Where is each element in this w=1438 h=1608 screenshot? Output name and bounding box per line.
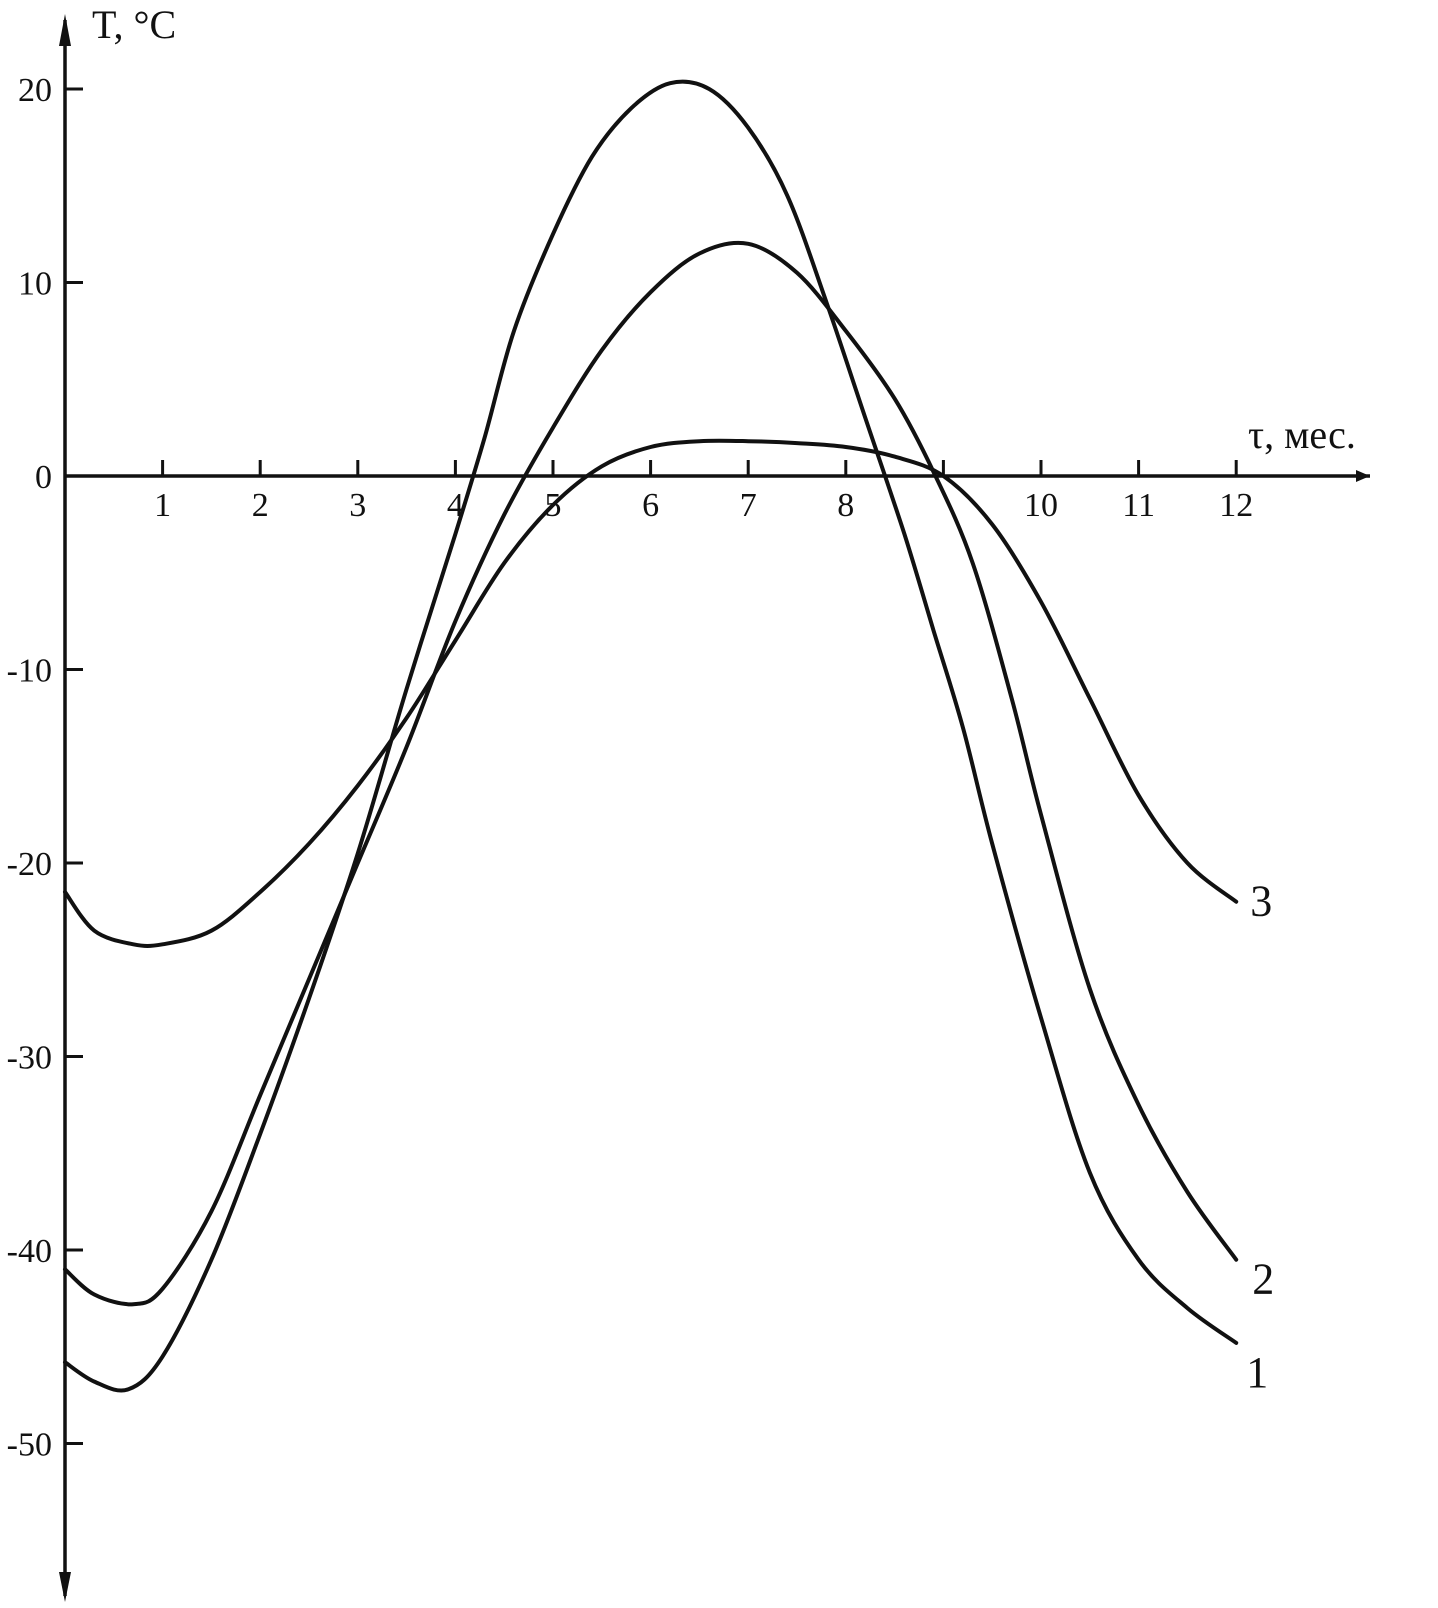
y-axis-arrow-down <box>59 1572 71 1602</box>
series-2-line <box>63 240 1239 1307</box>
y-tick-label: -20 <box>7 846 52 883</box>
x-tick-label: 7 <box>740 487 757 524</box>
y-tick-label: 10 <box>18 266 52 303</box>
y-tick-label: 0 <box>35 459 52 496</box>
axes <box>59 14 1370 1602</box>
x-tick-label: 10 <box>1024 487 1058 524</box>
y-tick-label: 20 <box>18 72 52 109</box>
labels: T, °C τ, мес. 123 <box>92 2 1356 1397</box>
x-tick-label: 12 <box>1219 487 1253 524</box>
x-tick-label: 3 <box>349 487 366 524</box>
x-axis-title: τ, мес. <box>1248 412 1356 457</box>
x-tick-label: 8 <box>837 487 854 524</box>
series-1-line <box>63 79 1239 1393</box>
y-axis-arrow-up <box>59 14 71 46</box>
x-tick-label: 1 <box>154 487 171 524</box>
y-axis-title: T, °C <box>92 2 176 47</box>
y-tick-label: -30 <box>7 1040 52 1077</box>
x-tick-label: 2 <box>252 487 269 524</box>
series-3-label: 3 <box>1250 877 1272 926</box>
series-1-label: 1 <box>1246 1348 1268 1397</box>
x-tick-label: 11 <box>1122 487 1155 524</box>
series-curves <box>63 79 1239 1393</box>
x-tick-label: 6 <box>642 487 659 524</box>
series-3-line <box>63 438 1239 948</box>
series-2-label: 2 <box>1252 1255 1274 1304</box>
y-tick-label: -40 <box>7 1233 52 1270</box>
y-tick-label: -10 <box>7 653 52 690</box>
y-tick-label: -50 <box>7 1427 52 1464</box>
